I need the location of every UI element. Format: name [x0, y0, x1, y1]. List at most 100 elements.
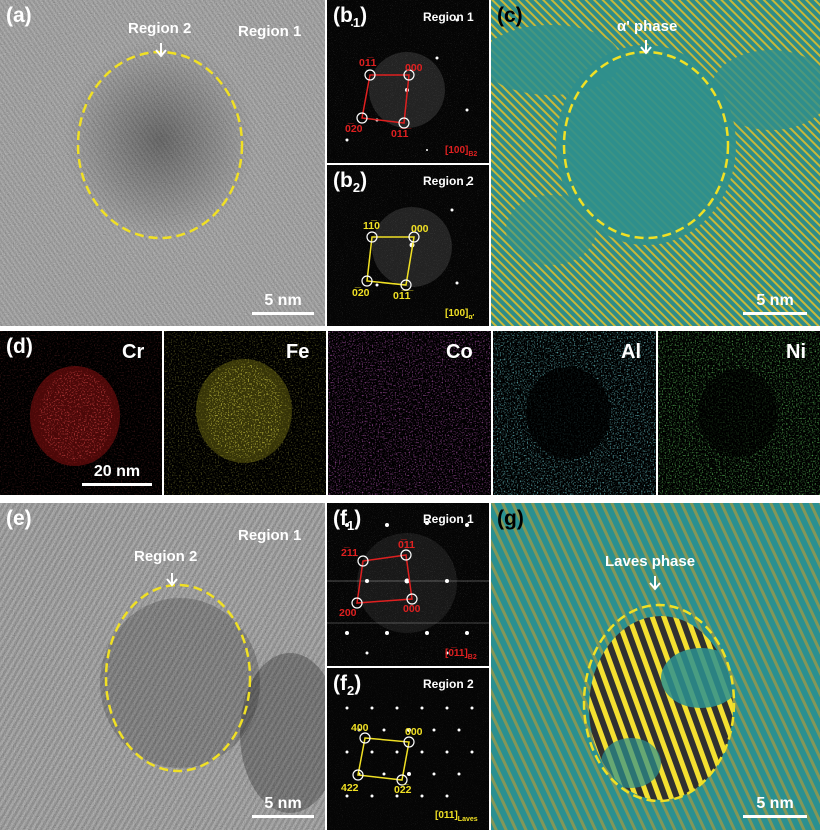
scale-bar-line [743, 312, 807, 315]
zone-axis-label: [100]B2 [445, 145, 477, 158]
scale-bar-line [252, 815, 314, 818]
panel-label-b2-sub: 2 [352, 180, 361, 196]
panel-label-a: (a) [6, 4, 32, 27]
region-1-label: Region 1 [423, 512, 474, 526]
panel-b2-fft: (b2) Region 2 11̅0 000 0̅20 01̅1̅ [100]α… [327, 165, 489, 326]
panel-label-f1: (f1) [333, 507, 361, 533]
eds-map-cr-image [0, 331, 162, 495]
spot-label: 0̅20 [352, 287, 370, 299]
element-label-co: Co [446, 341, 473, 363]
region-1-label: Region 1 [238, 527, 302, 544]
panel-label-b1-sub: 1 [352, 15, 361, 31]
panel-label-e: (e) [6, 507, 32, 530]
spot-label: 400 [351, 722, 369, 734]
fft-unit-cell [366, 236, 415, 286]
panel-e-hrtem: (e) Region 2 Region 1 5 nm [0, 503, 325, 830]
scale-bar-line [252, 312, 314, 315]
eds-map-fe-image [164, 331, 326, 495]
fft-unit-cell [356, 554, 413, 604]
panel-g-image [491, 503, 820, 830]
spot-label: 422 [341, 782, 359, 794]
panel-label-b1-end: ) [360, 4, 368, 27]
panel-label-b2-main: (b [333, 169, 353, 192]
scale-bar-label: 5 nm [756, 795, 794, 812]
region-2-label: Region 2 [423, 174, 474, 188]
panel-label-f1-sub: 1 [347, 518, 355, 534]
alpha-prime-phase-label: α' phase [617, 18, 678, 35]
spot-label: 0̅11 [398, 539, 415, 551]
panel-b2-image [327, 165, 489, 326]
region-1-label: Region 1 [423, 10, 474, 24]
region-2-outline [104, 583, 252, 773]
panel-g-filtered: (g) Laves phase 5 nm [491, 503, 820, 830]
zone-axis-main: [011] [435, 810, 458, 821]
scale-bar-label: 20 nm [93, 463, 141, 480]
eds-map-ni: Ni [658, 331, 820, 495]
panel-c-image [491, 0, 820, 326]
scale-bar-line [743, 815, 807, 818]
element-label-fe: Fe [286, 341, 310, 363]
panel-f2-fft: (f2) Region 2 400 000 422 02̅2 [011]Lave… [327, 668, 489, 830]
scale-bar: 20 nm [82, 463, 152, 486]
region-2-label: Region 2 [423, 677, 474, 691]
panel-label-b2-end: ) [360, 169, 368, 192]
eds-map-cr: (d) Cr 20 nm [0, 331, 162, 495]
eds-map-ni-image [658, 331, 820, 495]
eds-map-co: Co [328, 331, 491, 495]
panel-a-hrtem: (a) Region 2 Region 1 5 nm [0, 0, 325, 326]
panel-label-b2: (b2) [333, 169, 367, 195]
zone-axis-main: [100] [445, 308, 469, 319]
panel-e-image [0, 503, 325, 830]
zone-axis-sub: B2 [467, 654, 477, 661]
scale-bar-label: 5 nm [756, 292, 794, 309]
spot-label: 11̅0 [363, 220, 380, 232]
zone-axis-main: [100] [445, 145, 469, 156]
panel-label-d: (d) [6, 335, 33, 358]
panel-b1-fft: (b1) Region 1 01̅1 000 0̅20 01̅1̅ [100]B… [327, 0, 489, 163]
spot-label: 000 [405, 726, 423, 738]
spot-label: 01̅1 [359, 57, 377, 69]
spot-label: 2̅11 [341, 547, 358, 559]
scale-bar-label: 5 nm [264, 795, 302, 812]
element-label-cr: Cr [122, 341, 145, 363]
scale-bar: 5 nm [252, 292, 314, 315]
scale-bar-label: 5 nm [264, 292, 302, 309]
region-1-label: Region 1 [238, 23, 302, 40]
panel-f2-image [327, 668, 489, 830]
spot-label: 000 [403, 603, 421, 615]
panel-label-f2-end: ) [354, 672, 362, 695]
panel-label-f1-end: ) [354, 507, 362, 530]
scale-bar-line [82, 483, 152, 486]
panel-label-c: (c) [497, 4, 523, 27]
zone-axis-label: [0̅11]B2 [445, 648, 477, 661]
zone-axis-main: [0̅11] [445, 648, 468, 659]
element-label-al: Al [621, 341, 641, 363]
panel-label-f1-main: (f [333, 507, 347, 530]
spot-label: 000 [405, 62, 423, 74]
panel-c-filtered: (c) α' phase 5 nm [491, 0, 820, 326]
panel-label-f2-sub: 2 [347, 683, 355, 699]
scale-bar: 5 nm [252, 795, 314, 818]
spot-label: 0̅20 [345, 123, 363, 135]
scale-bar: 5 nm [743, 795, 807, 818]
zone-axis-label: [011]Laves [435, 810, 478, 823]
laves-phase-outline [582, 603, 736, 803]
spot-label: 02̅2 [394, 784, 412, 796]
element-label-ni: Ni [786, 341, 806, 363]
spot-label: 01̅1̅ [391, 128, 409, 140]
zone-axis-sub: α' [468, 314, 475, 321]
panel-f1-image [327, 503, 489, 666]
zone-axis-sub: B2 [468, 151, 478, 158]
panel-label-b1-main: (b [333, 4, 353, 27]
spot-label: 200 [339, 607, 357, 619]
panel-b1-image [327, 0, 489, 163]
eds-map-al-image [493, 331, 656, 495]
panel-a-image [0, 0, 325, 326]
eds-map-co-image [328, 331, 491, 495]
laves-phase-label: Laves phase [605, 553, 696, 570]
eds-map-fe: Fe [164, 331, 326, 495]
spot-label: 01̅1̅ [393, 290, 411, 302]
panel-label-g: (g) [497, 507, 524, 530]
panel-label-f2-main: (f [333, 672, 347, 695]
region-2-label: Region 2 [128, 20, 192, 37]
